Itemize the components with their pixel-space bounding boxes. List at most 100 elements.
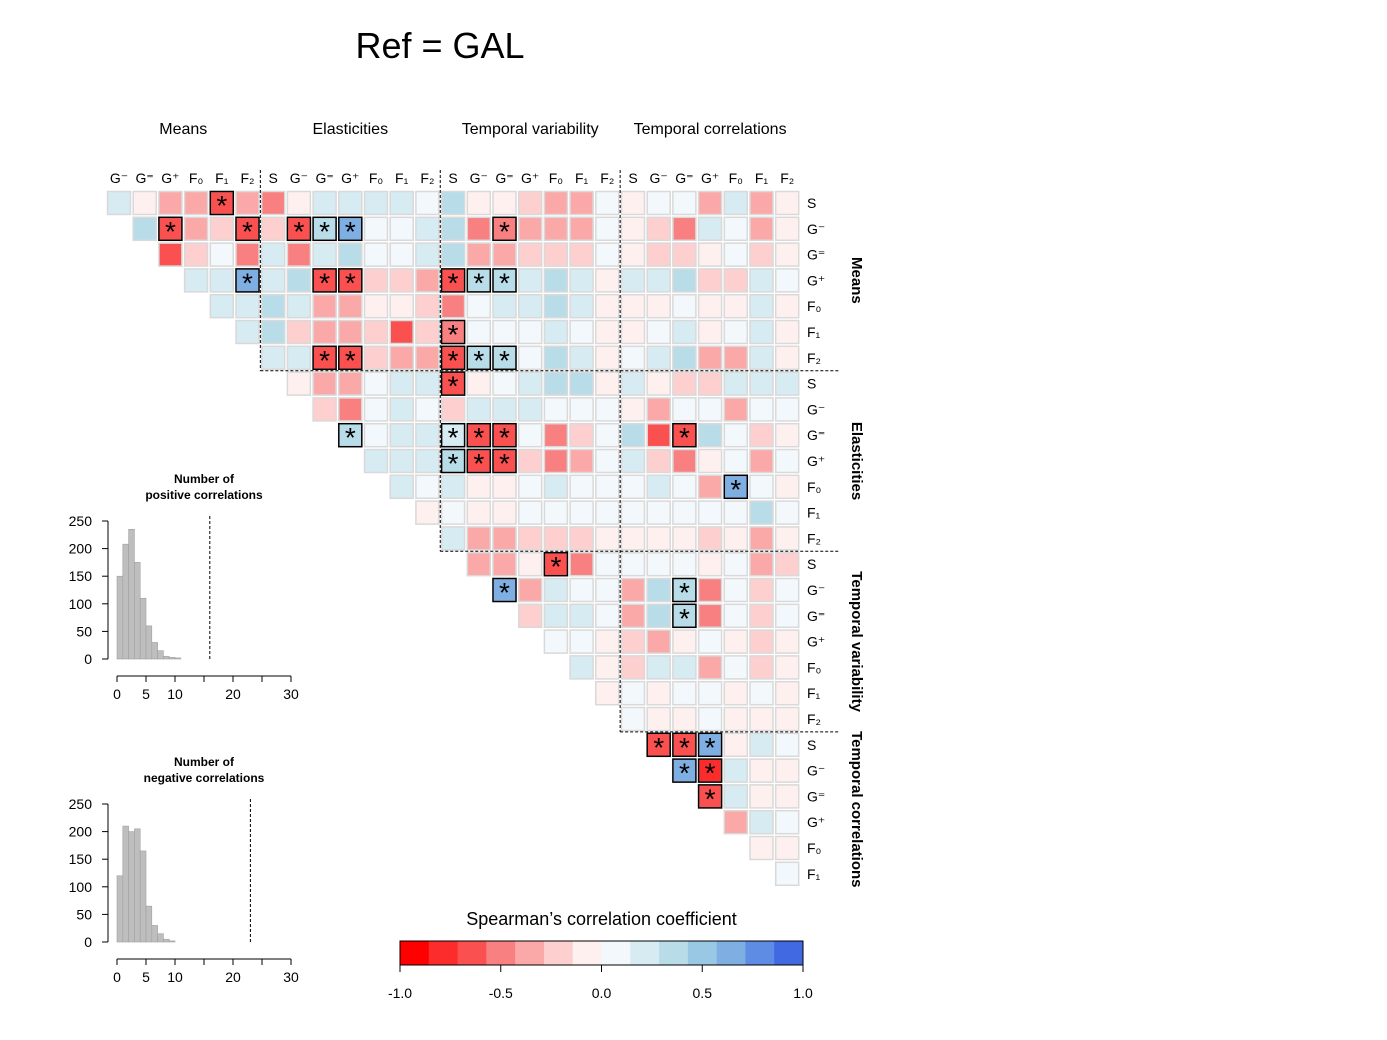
cell xyxy=(620,551,646,577)
cell xyxy=(749,345,774,371)
cell xyxy=(697,242,723,267)
significance-box xyxy=(235,268,260,293)
row-label: S xyxy=(807,556,816,572)
cell xyxy=(415,216,440,242)
significance-box xyxy=(466,345,492,371)
cell xyxy=(749,706,774,732)
significance-box xyxy=(440,371,466,396)
histogram-bar xyxy=(151,642,158,660)
cell xyxy=(672,268,697,293)
colorbar-tick-label: 0.5 xyxy=(693,985,713,1001)
cell xyxy=(440,190,466,216)
colorbar-swatch xyxy=(745,941,775,965)
significance-star: * xyxy=(705,783,716,814)
cell xyxy=(646,448,671,474)
significance-box xyxy=(646,732,671,758)
cell xyxy=(774,216,800,242)
cell xyxy=(517,293,543,319)
significance-box xyxy=(697,732,723,758)
cell xyxy=(595,190,620,216)
significance-star: * xyxy=(679,577,690,608)
cell xyxy=(697,551,723,577)
cell xyxy=(723,422,749,448)
cell xyxy=(517,422,543,448)
cell xyxy=(723,577,749,603)
cell xyxy=(260,319,286,345)
row-label: F₀ xyxy=(807,840,822,856)
cell xyxy=(543,422,569,448)
significance-star: * xyxy=(345,345,356,376)
cell xyxy=(363,293,389,319)
cell xyxy=(569,422,594,448)
row-label: F₁ xyxy=(807,324,821,340)
page-title: Ref = GAL xyxy=(355,25,524,66)
cell xyxy=(749,319,774,345)
cell xyxy=(260,242,286,267)
significance-star: * xyxy=(448,448,459,479)
cell xyxy=(543,629,569,654)
cell xyxy=(260,216,286,242)
colorbar-swatch xyxy=(457,941,487,965)
cell xyxy=(672,242,697,267)
colorbar-swatch xyxy=(659,941,689,965)
row-label: G⁼ xyxy=(807,788,825,804)
cell xyxy=(646,577,671,603)
cell xyxy=(569,448,594,474)
column-label: F₁ xyxy=(395,170,409,186)
significance-star: * xyxy=(499,345,510,376)
histogram-bar xyxy=(157,933,164,943)
cell xyxy=(595,680,620,706)
significance-box xyxy=(440,422,466,448)
cell xyxy=(595,629,620,654)
cell xyxy=(415,190,440,216)
cell xyxy=(774,293,800,319)
cell xyxy=(774,397,800,422)
significance-box xyxy=(440,268,466,293)
row-label: G⁺ xyxy=(807,453,825,469)
cell xyxy=(235,293,260,319)
cell xyxy=(646,526,671,551)
cell xyxy=(723,758,749,783)
cell xyxy=(672,474,697,500)
cell xyxy=(723,190,749,216)
cell xyxy=(749,474,774,500)
significance-box xyxy=(209,190,235,216)
cell xyxy=(697,474,723,500)
row-label: F₁ xyxy=(807,866,821,882)
cell xyxy=(312,397,337,422)
cell xyxy=(646,422,671,448)
colorbar-tick-label: 1.0 xyxy=(793,985,813,1001)
cell xyxy=(260,268,286,293)
cell xyxy=(774,629,800,654)
histogram-bar xyxy=(168,657,176,660)
cell xyxy=(697,655,723,680)
cell xyxy=(774,371,800,396)
colorbar-tick-label: -0.5 xyxy=(489,985,513,1001)
cell xyxy=(723,371,749,396)
colorbar-swatch xyxy=(515,941,545,965)
cell xyxy=(697,371,723,396)
cell xyxy=(415,242,440,267)
row-group-label: Temporal variability xyxy=(848,571,865,712)
cell xyxy=(415,293,440,319)
column-label: F₀ xyxy=(729,170,744,186)
significance-star: * xyxy=(165,216,176,247)
colorbar-swatch xyxy=(716,941,746,965)
cell xyxy=(697,319,723,345)
x-tick-label: 20 xyxy=(225,686,241,702)
cell xyxy=(543,397,569,422)
significance-star: * xyxy=(499,267,510,298)
cell xyxy=(492,190,517,216)
significance-box xyxy=(697,784,723,809)
cell xyxy=(389,216,414,242)
significance-box xyxy=(492,448,517,474)
cell xyxy=(697,680,723,706)
cell xyxy=(543,526,569,551)
cell xyxy=(672,655,697,680)
row-group-label: Means xyxy=(848,257,865,304)
cell xyxy=(723,293,749,319)
cell xyxy=(774,319,800,345)
cell xyxy=(774,551,800,577)
cell xyxy=(569,603,594,629)
cell xyxy=(363,448,389,474)
